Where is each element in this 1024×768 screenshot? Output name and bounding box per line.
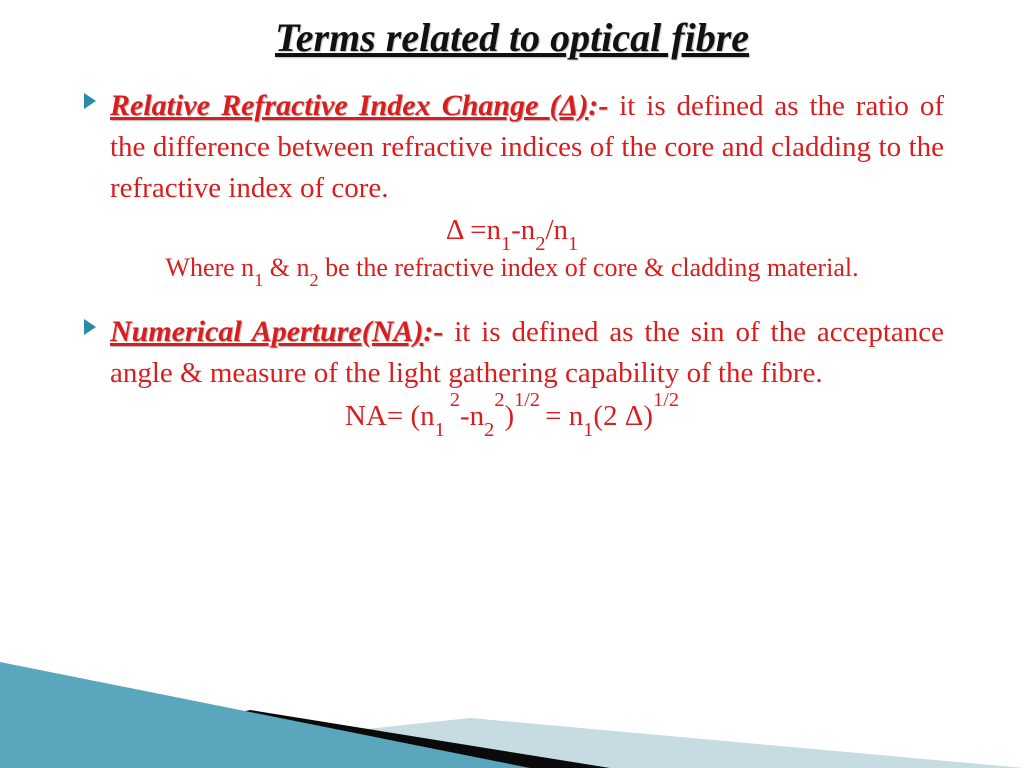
corner-decor — [0, 628, 1024, 768]
term-colon: :- — [423, 315, 443, 348]
bullet-icon — [84, 93, 96, 109]
term-paragraph: Numerical Aperture(NA):- it is defined a… — [110, 311, 944, 394]
equation-line: NA= (n1 2-n22)1/2 = n1(2 Δ)1/2 — [80, 400, 944, 433]
bullet-icon — [84, 319, 96, 335]
term-paragraph: Relative Refractive Index Change (Δ):- i… — [110, 85, 944, 208]
decor-triangle-light — [0, 718, 1024, 768]
note-line: Where n1 & n2 be the refractive index of… — [80, 253, 944, 283]
term-heading: Numerical Aperture(NA) — [110, 315, 423, 348]
decor-triangle-dark — [0, 710, 610, 768]
term-colon: :- — [588, 89, 608, 122]
decor-triangle-teal-edge — [0, 662, 530, 768]
equation-line: Δ =n1-n2/n1 — [80, 214, 944, 247]
term-heading: Relative Refractive Index Change (Δ) — [110, 89, 588, 122]
decor-triangle-teal — [0, 662, 530, 768]
slide-title: Terms related to optical fibre — [0, 0, 1024, 61]
bullet-item-2: Numerical Aperture(NA):- it is defined a… — [80, 311, 944, 433]
bullet-item-1: Relative Refractive Index Change (Δ):- i… — [80, 85, 944, 283]
content-area: Relative Refractive Index Change (Δ):- i… — [0, 61, 1024, 433]
